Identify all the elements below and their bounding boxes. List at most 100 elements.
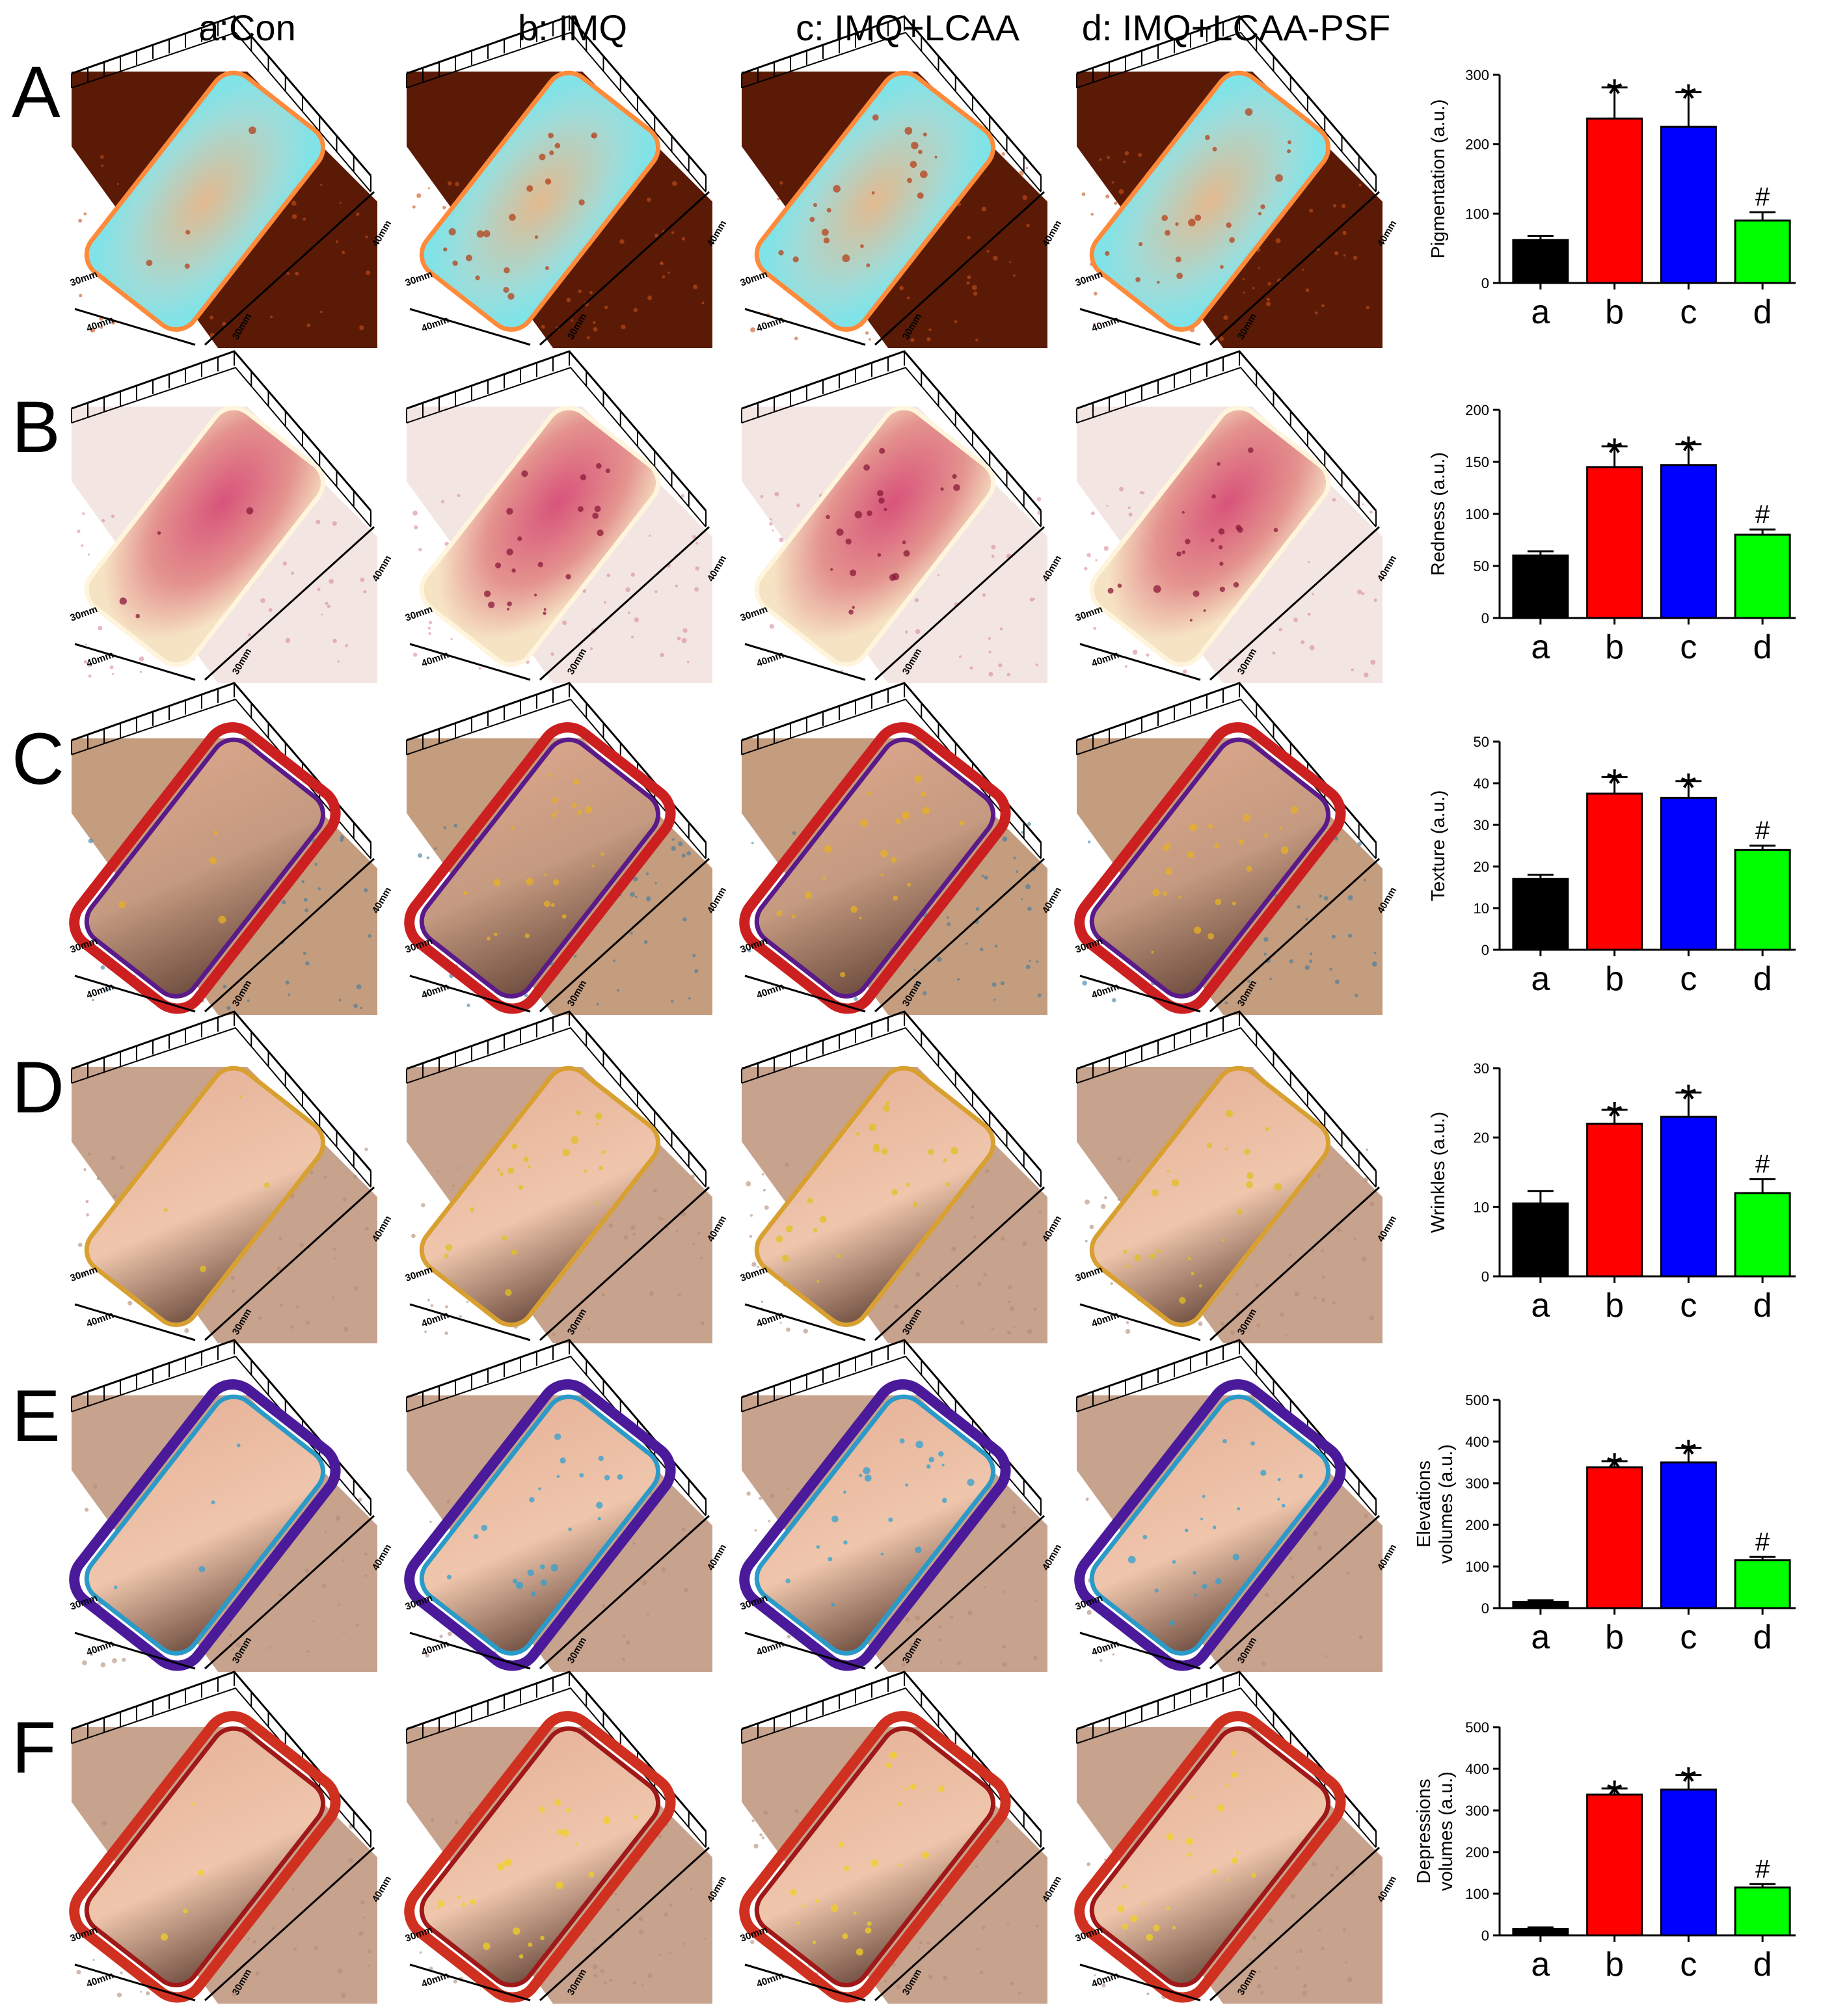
patch-spot bbox=[496, 1168, 500, 1172]
floor-speck bbox=[1009, 261, 1012, 263]
floor-speck bbox=[939, 1276, 943, 1280]
floor-speck bbox=[232, 1648, 234, 1650]
floor-speck bbox=[113, 1194, 117, 1198]
floor-speck bbox=[1370, 659, 1376, 665]
floor-speck bbox=[81, 544, 84, 547]
patch-spot bbox=[960, 820, 965, 826]
floor-speck bbox=[140, 1991, 142, 1993]
floor-speck bbox=[319, 310, 323, 314]
floor-speck bbox=[1112, 1653, 1115, 1656]
floor-speck bbox=[769, 522, 773, 526]
patch-spot bbox=[461, 1902, 466, 1907]
floor-speck bbox=[447, 1632, 452, 1636]
floor-speck bbox=[995, 1840, 999, 1844]
patch-spot bbox=[914, 775, 923, 783]
floor-speck bbox=[338, 999, 342, 1002]
patch-spot bbox=[1107, 587, 1114, 594]
y-tick-label: 50 bbox=[1474, 558, 1489, 574]
floor-speck bbox=[425, 1653, 429, 1658]
patch-spot bbox=[1215, 898, 1222, 906]
patch-spot bbox=[796, 1921, 800, 1925]
scale-axis-left bbox=[744, 1303, 866, 1341]
floor-speck bbox=[751, 1261, 757, 1267]
floor-speck bbox=[1082, 980, 1087, 986]
category-label: c bbox=[1680, 1946, 1697, 1983]
floor-speck bbox=[325, 601, 329, 606]
patch-spot bbox=[517, 536, 522, 541]
patch-spot bbox=[843, 1490, 846, 1494]
scale-label-left-near: 30mm bbox=[1074, 604, 1105, 624]
floor-speck bbox=[1364, 672, 1369, 678]
patch-spot bbox=[884, 507, 887, 511]
floor-speck bbox=[1289, 1557, 1293, 1561]
floor-speck bbox=[411, 1233, 416, 1239]
floor-speck bbox=[617, 989, 620, 992]
panel-fence-bottom bbox=[71, 366, 371, 528]
category-label: d bbox=[1753, 1287, 1772, 1324]
patch-ring bbox=[1074, 1711, 1346, 2003]
scale-axis-left bbox=[74, 1963, 196, 2002]
skin-patch bbox=[404, 722, 676, 1014]
floor-speck bbox=[139, 670, 142, 673]
floor-speck bbox=[918, 1947, 921, 1950]
floor-speck bbox=[226, 1006, 231, 1010]
category-label: b bbox=[1605, 628, 1624, 666]
panel-fence-bottom bbox=[406, 1027, 707, 1188]
floor-speck bbox=[368, 934, 372, 938]
floor-speck bbox=[1302, 1991, 1307, 1996]
floor-speck bbox=[426, 856, 430, 859]
patch-spot bbox=[1247, 1172, 1254, 1179]
floor-speck bbox=[84, 1507, 89, 1512]
floor-speck bbox=[686, 851, 691, 855]
patch-spot bbox=[1232, 1771, 1238, 1778]
patch-spot bbox=[1150, 1253, 1155, 1259]
panel-fence-bottom bbox=[741, 1027, 1042, 1188]
y-tick-label: 200 bbox=[1465, 1844, 1489, 1861]
floor-speck bbox=[450, 638, 453, 641]
floor-speck bbox=[768, 1520, 771, 1523]
floor-speck bbox=[337, 1968, 343, 1974]
patch-spot bbox=[1230, 1750, 1236, 1756]
floor-speck bbox=[630, 891, 635, 897]
floor-speck bbox=[353, 1003, 358, 1008]
y-axis-label-line1: Depressions bbox=[1414, 1779, 1435, 1883]
floor-speck bbox=[634, 617, 639, 623]
floor-speck bbox=[339, 202, 342, 204]
y-tick-label: 30 bbox=[1474, 1060, 1489, 1077]
skin-patch bbox=[84, 1066, 326, 1327]
panel-fence-bottom bbox=[741, 366, 1042, 528]
floor-speck bbox=[1361, 1256, 1367, 1261]
floor-speck bbox=[327, 604, 330, 608]
panel-fence-bottom bbox=[1076, 1687, 1377, 1848]
scale-axis-right bbox=[1209, 526, 1381, 681]
scale-axis-right bbox=[204, 191, 375, 346]
panel-fence-bottom bbox=[406, 366, 707, 528]
patch-spot bbox=[941, 1464, 945, 1467]
floor-speck bbox=[412, 510, 418, 516]
patch-spot bbox=[475, 275, 480, 280]
scale-label-left-near: 30mm bbox=[404, 269, 435, 289]
floor-speck bbox=[1369, 1315, 1375, 1321]
floor-speck bbox=[356, 212, 360, 216]
floor-speck bbox=[593, 1939, 595, 1941]
y-tick-label: 200 bbox=[1465, 1517, 1489, 1533]
floor-speck bbox=[356, 984, 362, 989]
scale-label-left-near: 30mm bbox=[69, 1264, 100, 1284]
patch-spot bbox=[565, 1808, 571, 1813]
scale-axis-right bbox=[874, 1514, 1045, 1670]
patch-spot bbox=[880, 850, 888, 857]
floor-speck bbox=[664, 1912, 668, 1916]
significance-star: * bbox=[1680, 764, 1697, 811]
patch-spot bbox=[445, 1244, 453, 1252]
patch-body bbox=[754, 405, 996, 667]
floor-speck bbox=[128, 1300, 133, 1306]
floor-speck bbox=[1257, 1983, 1261, 1989]
floor-speck bbox=[209, 316, 214, 319]
y-tick-label: 0 bbox=[1481, 1600, 1489, 1617]
patch-spot bbox=[1154, 1589, 1159, 1593]
floor-speck bbox=[681, 237, 686, 241]
floor-speck bbox=[109, 665, 114, 669]
floor-speck bbox=[459, 1315, 462, 1318]
patch-spot bbox=[561, 1829, 569, 1837]
